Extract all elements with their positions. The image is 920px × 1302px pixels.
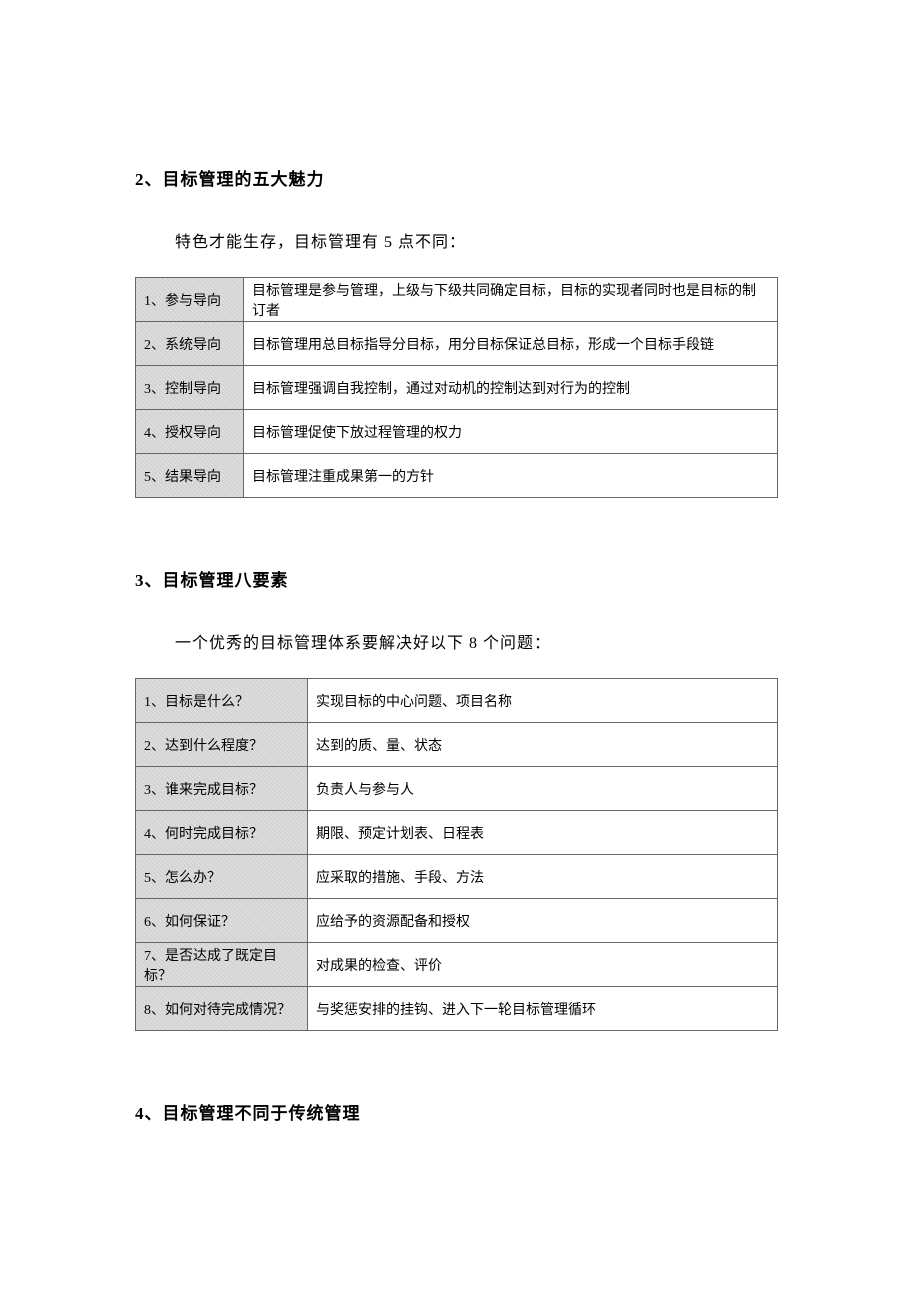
table-row: 6、如何保证？ 应给予的资源配备和授权 — [136, 899, 778, 943]
row-label: 2、达到什么程度？ — [136, 723, 308, 767]
row-label: 6、如何保证？ — [136, 899, 308, 943]
row-label: 1、参与导向 — [136, 278, 244, 322]
row-desc: 对成果的检查、评价 — [308, 943, 778, 987]
table-eight-elements: 1、目标是什么？ 实现目标的中心问题、项目名称 2、达到什么程度？ 达到的质、量… — [135, 678, 778, 1031]
row-desc: 目标管理注重成果第一的方针 — [244, 454, 778, 498]
row-desc: 与奖惩安排的挂钩、进入下一轮目标管理循环 — [308, 987, 778, 1031]
row-label: 4、授权导向 — [136, 410, 244, 454]
row-label: 5、结果导向 — [136, 454, 244, 498]
section-3: 3、目标管理八要素 一个优秀的目标管理体系要解决好以下 8 个问题： 1、目标是… — [135, 566, 795, 1031]
table-row: 4、何时完成目标？ 期限、预定计划表、日程表 — [136, 811, 778, 855]
table-row: 1、目标是什么？ 实现目标的中心问题、项目名称 — [136, 679, 778, 723]
table-row: 5、结果导向 目标管理注重成果第一的方针 — [136, 454, 778, 498]
row-desc: 应给予的资源配备和授权 — [308, 899, 778, 943]
row-desc: 期限、预定计划表、日程表 — [308, 811, 778, 855]
section-2: 2、目标管理的五大魅力 特色才能生存，目标管理有 5 点不同： 1、参与导向 目… — [135, 165, 795, 498]
table-row: 4、授权导向 目标管理促使下放过程管理的权力 — [136, 410, 778, 454]
row-label: 3、谁来完成目标？ — [136, 767, 308, 811]
table-five-charms: 1、参与导向 目标管理是参与管理，上级与下级共同确定目标，目标的实现者同时也是目… — [135, 277, 778, 498]
row-desc: 目标管理用总目标指导分目标，用分目标保证总目标，形成一个目标手段链 — [244, 322, 778, 366]
row-label: 4、何时完成目标？ — [136, 811, 308, 855]
section-4: 4、目标管理不同于传统管理 — [135, 1099, 795, 1124]
section-2-heading: 2、目标管理的五大魅力 — [135, 165, 795, 190]
table-row: 8、如何对待完成情况？ 与奖惩安排的挂钩、进入下一轮目标管理循环 — [136, 987, 778, 1031]
row-label: 1、目标是什么？ — [136, 679, 308, 723]
table-row: 3、谁来完成目标？ 负责人与参与人 — [136, 767, 778, 811]
row-label: 8、如何对待完成情况？ — [136, 987, 308, 1031]
table-row: 3、控制导向 目标管理强调自我控制，通过对动机的控制达到对行为的控制 — [136, 366, 778, 410]
row-desc: 实现目标的中心问题、项目名称 — [308, 679, 778, 723]
section-3-intro: 一个优秀的目标管理体系要解决好以下 8 个问题： — [175, 629, 795, 653]
row-desc: 负责人与参与人 — [308, 767, 778, 811]
table-row: 5、怎么办？ 应采取的措施、手段、方法 — [136, 855, 778, 899]
row-desc: 目标管理强调自我控制，通过对动机的控制达到对行为的控制 — [244, 366, 778, 410]
row-label: 3、控制导向 — [136, 366, 244, 410]
section-4-heading: 4、目标管理不同于传统管理 — [135, 1099, 795, 1124]
row-label: 2、系统导向 — [136, 322, 244, 366]
row-desc: 应采取的措施、手段、方法 — [308, 855, 778, 899]
row-desc: 目标管理促使下放过程管理的权力 — [244, 410, 778, 454]
row-label: 5、怎么办？ — [136, 855, 308, 899]
section-3-heading: 3、目标管理八要素 — [135, 566, 795, 591]
row-desc: 目标管理是参与管理，上级与下级共同确定目标，目标的实现者同时也是目标的制订者 — [244, 278, 778, 322]
table-row: 7、是否达成了既定目标？ 对成果的检查、评价 — [136, 943, 778, 987]
row-desc: 达到的质、量、状态 — [308, 723, 778, 767]
table-row: 1、参与导向 目标管理是参与管理，上级与下级共同确定目标，目标的实现者同时也是目… — [136, 278, 778, 322]
row-label: 7、是否达成了既定目标？ — [136, 943, 308, 987]
table-row: 2、系统导向 目标管理用总目标指导分目标，用分目标保证总目标，形成一个目标手段链 — [136, 322, 778, 366]
table-row: 2、达到什么程度？ 达到的质、量、状态 — [136, 723, 778, 767]
section-2-intro: 特色才能生存，目标管理有 5 点不同： — [175, 228, 795, 252]
